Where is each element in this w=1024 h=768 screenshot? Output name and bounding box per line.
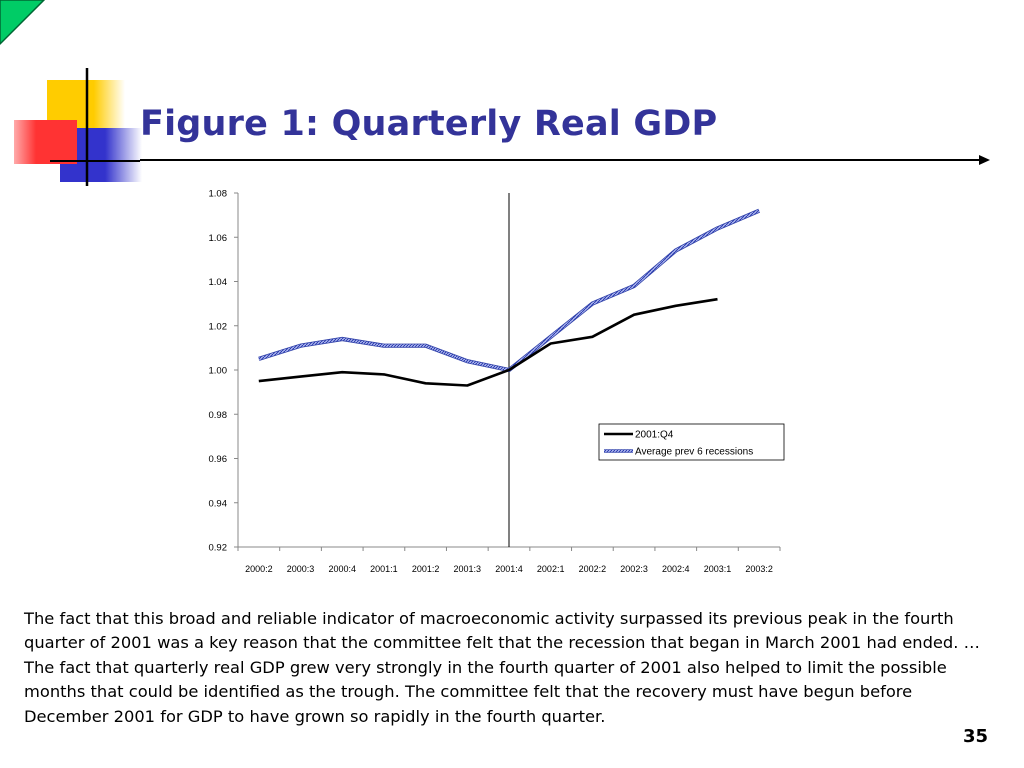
legend-box xyxy=(598,423,785,461)
title-underline-arrow xyxy=(140,155,990,165)
corner-triangle-decoration xyxy=(0,0,46,46)
y-tick-label: 0.94 xyxy=(209,498,228,509)
y-tick-label: 1.04 xyxy=(209,277,228,288)
x-tick-label: 2000:3 xyxy=(287,564,315,574)
x-tick-label: 2001:3 xyxy=(454,564,482,574)
title-decoration xyxy=(14,68,142,186)
x-tick-label: 2003:2 xyxy=(745,564,773,574)
legend-label-2001-q4: 2001:Q4 xyxy=(635,430,674,441)
y-tick-label: 0.96 xyxy=(209,454,228,465)
x-tick-label: 2003:1 xyxy=(704,564,732,574)
y-tick-label: 1.06 xyxy=(209,233,228,244)
x-tick-label: 2001:4 xyxy=(495,564,523,574)
y-tick-label: 1.00 xyxy=(209,366,228,377)
deco-red-square xyxy=(14,120,77,164)
x-tick-label: 2002:1 xyxy=(537,564,565,574)
x-tick-label: 2002:2 xyxy=(579,564,607,574)
x-tick-label: 2000:2 xyxy=(245,564,273,574)
legend-label-average-prev-6-recessions: Average prev 6 recessions xyxy=(635,447,753,458)
page-number: 35 xyxy=(962,726,988,747)
x-tick-label: 2002:4 xyxy=(662,564,690,574)
x-tick-label: 2002:3 xyxy=(620,564,648,574)
x-tick-label: 2001:1 xyxy=(370,564,398,574)
slide-title: Figure 1: Quarterly Real GDP xyxy=(140,104,718,144)
gdp-line-chart: 0.92 0.94 0.96 0.98 1.00 1.02 1.04 1.06 1.08 2000… xyxy=(209,189,785,574)
y-tick-label: 1.02 xyxy=(209,321,228,332)
series-line-2001-q4 xyxy=(258,297,718,387)
y-tick-label: 0.92 xyxy=(209,543,228,554)
body-paragraph: The fact that this broad and reliable in… xyxy=(24,609,980,726)
y-tick-label: 1.08 xyxy=(209,189,228,200)
x-tick-label: 2000:4 xyxy=(328,564,356,574)
y-tick-label: 0.98 xyxy=(209,410,228,421)
x-tick-label: 2001:2 xyxy=(412,564,440,574)
